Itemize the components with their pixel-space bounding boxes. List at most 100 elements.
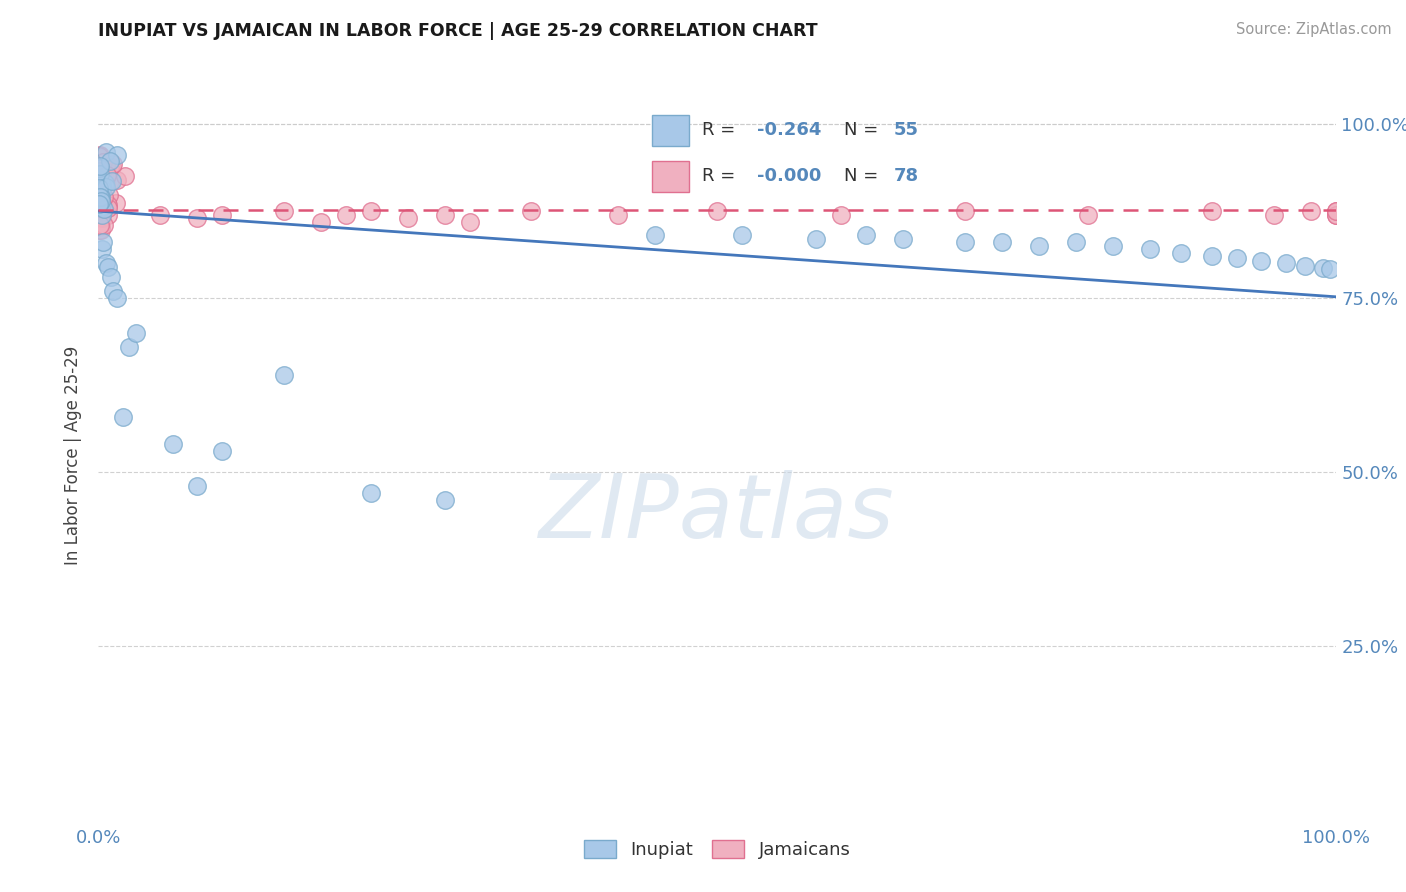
Point [93,235,115,250]
Text: ZIPatlas: ZIPatlas [540,470,894,557]
Point [211,208,233,222]
Point [91,195,114,210]
Point [91,166,114,180]
Point [91,208,114,222]
Point [90,211,112,226]
Point [93,190,115,204]
Point [891,232,914,246]
Point [1312,260,1334,275]
Point [87,181,110,195]
Point [149,208,172,222]
Point [706,204,728,219]
Point [118,340,141,354]
Y-axis label: In Labor Force | Age 25-29: In Labor Force | Age 25-29 [65,345,83,565]
Point [1294,259,1316,273]
Text: Source: ZipAtlas.com: Source: ZipAtlas.com [1236,22,1392,37]
Point [94,176,117,190]
Point [93,154,115,169]
Point [94,256,117,270]
Point [97,208,120,222]
Point [211,444,233,458]
Point [1324,204,1347,219]
Point [96,168,118,182]
Legend: Inupiat, Jamaicans: Inupiat, Jamaicans [576,832,858,866]
Point [89,149,111,163]
Point [93,166,115,180]
Point [90,201,112,215]
Point [90,169,112,183]
Point [89,148,111,162]
Point [273,368,295,382]
Point [90,223,112,237]
Point [105,173,128,187]
Point [1263,208,1285,222]
Text: N =: N = [844,168,884,186]
Point [93,218,115,232]
Point [100,173,122,187]
Point [89,219,111,234]
Point [1324,204,1347,219]
Point [93,166,115,180]
Point [90,210,112,224]
Point [162,437,184,451]
Point [90,199,112,213]
Point [1064,235,1087,250]
Point [1102,239,1125,253]
Point [105,291,128,305]
Point [87,166,110,180]
Point [1250,253,1272,268]
Text: N =: N = [844,121,884,139]
Point [91,163,114,178]
Point [186,479,208,493]
Point [87,172,110,186]
Point [124,326,146,340]
Point [360,204,382,219]
Point [953,235,976,250]
Point [1275,256,1298,270]
Point [90,219,112,233]
Point [94,145,117,160]
Point [1319,261,1341,276]
Point [1324,208,1347,222]
Point [98,153,121,168]
Point [396,211,419,225]
Point [105,148,128,162]
Point [87,150,110,164]
Point [433,208,456,222]
Text: 55: 55 [893,121,918,139]
Point [90,178,112,192]
Point [93,202,115,217]
Point [1028,239,1050,253]
Point [90,189,112,203]
Point [1077,208,1099,222]
Point [90,198,112,212]
Point [100,270,122,285]
Point [433,493,456,508]
Point [98,161,121,175]
Point [87,179,110,194]
Text: R =: R = [702,168,741,186]
Point [96,195,118,210]
Point [94,175,117,189]
Point [89,176,111,190]
Point [98,188,121,202]
Point [520,204,543,219]
Point [731,228,754,243]
Point [114,169,136,184]
Point [273,204,295,219]
Point [89,164,111,178]
Point [90,172,112,186]
Point [90,201,112,215]
Point [89,163,111,178]
Point [97,201,120,215]
Point [1299,204,1322,219]
Point [953,204,976,219]
Point [89,167,111,181]
Point [458,214,481,228]
Point [103,284,125,298]
Point [335,208,357,222]
Point [89,159,111,173]
Point [607,208,630,222]
Point [87,197,110,211]
Text: INUPIAT VS JAMAICAN IN LABOR FORCE | AGE 25-29 CORRELATION CHART: INUPIAT VS JAMAICAN IN LABOR FORCE | AGE… [98,22,818,40]
